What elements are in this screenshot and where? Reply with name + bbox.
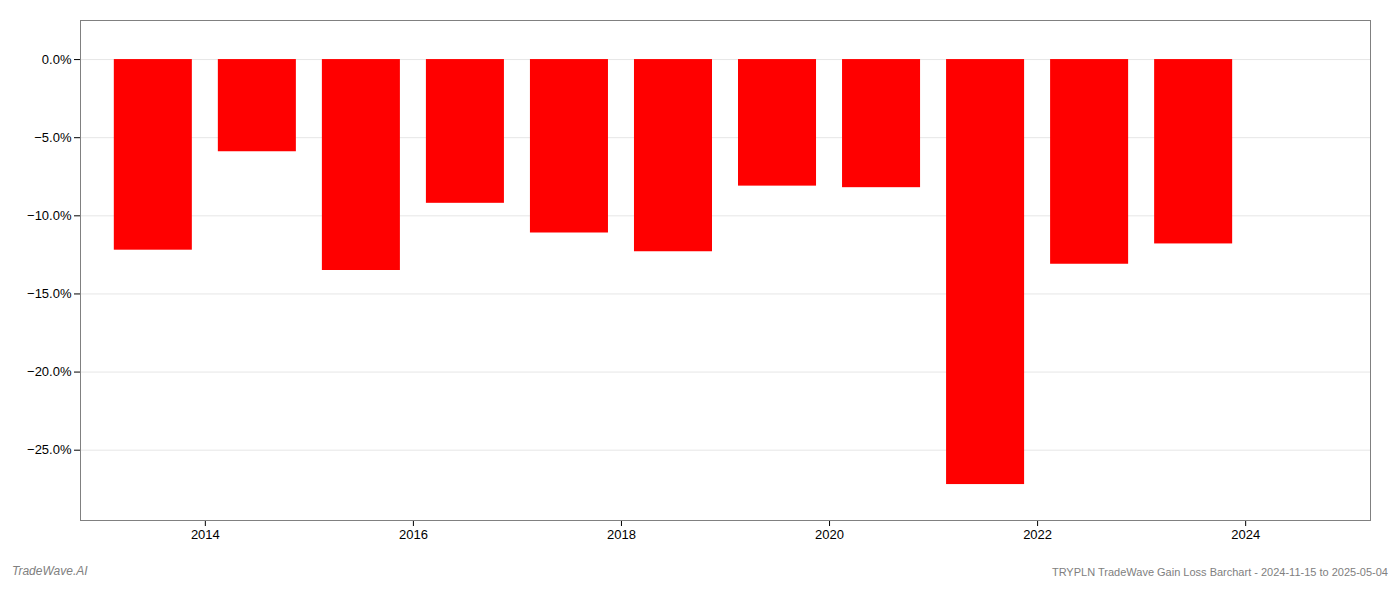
svg-text:−15.0%: −15.0% <box>27 286 72 301</box>
svg-text:2020: 2020 <box>815 527 844 542</box>
svg-text:2018: 2018 <box>607 527 636 542</box>
html-text:TRYPLN TradeWave Gain Loss Bar: TRYPLN TradeWave Gain Loss Barchart - 20… <box>1051 566 1388 578</box>
svg-text:−25.0%: −25.0% <box>27 442 72 457</box>
svg-text:2014: 2014 <box>191 527 220 542</box>
svg-text:2022: 2022 <box>1023 527 1052 542</box>
svg-text:2024: 2024 <box>1231 527 1260 542</box>
svg-text:0.0%: 0.0% <box>42 52 72 67</box>
html-text:TradeWave.AI: TradeWave.AI <box>12 564 88 578</box>
svg-text:2016: 2016 <box>399 527 428 542</box>
svg-text:−5.0%: −5.0% <box>34 130 72 145</box>
svg-text:−10.0%: −10.0% <box>27 208 72 223</box>
svg-text:−20.0%: −20.0% <box>27 364 72 379</box>
